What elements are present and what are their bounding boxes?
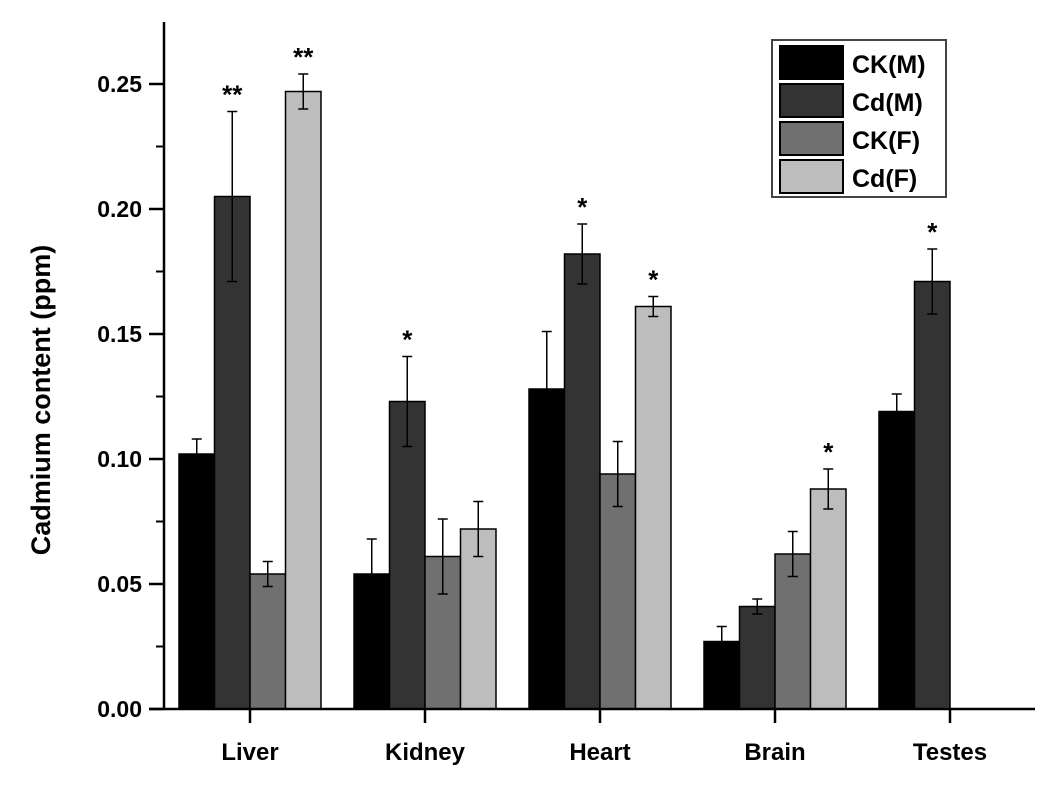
- legend-label: Cd(M): [852, 89, 923, 117]
- x-tick-label: Testes: [913, 739, 987, 766]
- y-tick-label: 0.00: [97, 696, 142, 722]
- legend-label: CK(M): [852, 51, 926, 79]
- legend-swatch: [779, 83, 844, 118]
- legend-swatch: [779, 121, 844, 156]
- x-tick-label: Brain: [744, 739, 805, 766]
- y-tick-label: 0.10: [97, 446, 142, 472]
- legend-swatch: [779, 45, 844, 80]
- y-axis-label: Cadmium content (ppm): [26, 245, 56, 556]
- bar-brain-1: [738, 605, 776, 710]
- bar-heart-2: [599, 473, 637, 710]
- bar-kidney-1: [388, 400, 426, 710]
- x-tick-label: Heart: [569, 739, 630, 766]
- significance-marker: *: [823, 437, 834, 467]
- significance-marker: **: [293, 42, 314, 72]
- bar-liver-2: [249, 573, 287, 710]
- bar-testes-0: [878, 410, 916, 710]
- y-tick-label: 0.05: [97, 571, 142, 597]
- bar-testes-1: [913, 280, 951, 710]
- x-tick-label: Liver: [221, 739, 278, 766]
- bar-liver-3: [284, 90, 322, 710]
- y-tick-label: 0.25: [97, 71, 142, 97]
- significance-marker: *: [648, 265, 659, 295]
- legend-label: CK(F): [852, 127, 920, 155]
- significance-marker: **: [222, 80, 243, 110]
- significance-marker: *: [577, 192, 588, 222]
- bar-brain-3: [809, 488, 847, 710]
- bar-liver-0: [178, 453, 216, 710]
- significance-marker: *: [402, 325, 413, 355]
- x-tick-label: Kidney: [385, 739, 466, 766]
- bar-heart-1: [563, 253, 601, 710]
- significance-marker: *: [927, 217, 938, 247]
- legend-swatch: [779, 159, 844, 194]
- y-tick-label: 0.20: [97, 196, 142, 222]
- legend-label: Cd(F): [852, 165, 917, 193]
- bar-heart-3: [634, 305, 672, 710]
- y-tick-label: 0.15: [97, 321, 142, 347]
